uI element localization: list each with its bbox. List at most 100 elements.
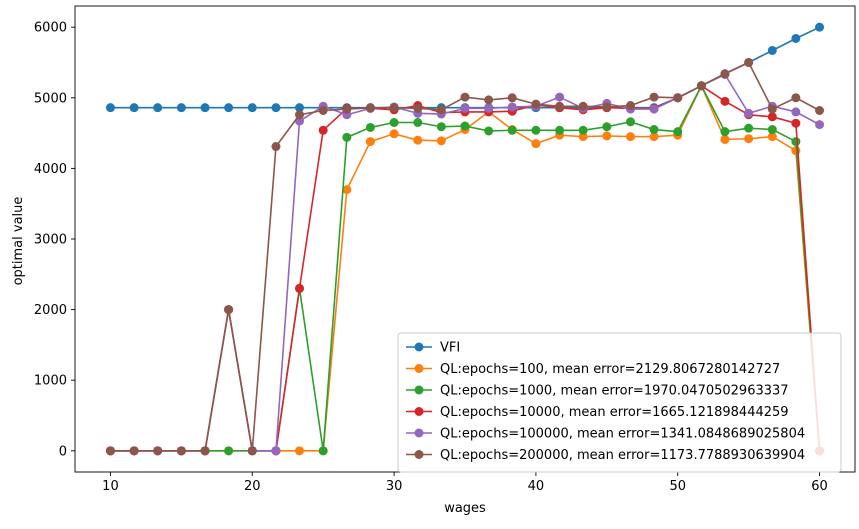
- data-point: [247, 103, 257, 113]
- data-point: [578, 101, 588, 111]
- data-point: [791, 118, 801, 128]
- data-point: [484, 95, 494, 105]
- data-point: [153, 446, 163, 456]
- data-point: [342, 132, 352, 142]
- data-point: [365, 122, 375, 132]
- legend-label: QL:epochs=100000, mean error=1341.084868…: [440, 427, 805, 442]
- data-point: [365, 103, 375, 113]
- data-point: [673, 127, 683, 137]
- data-point: [555, 125, 565, 135]
- y-tick-label: 4000: [34, 162, 67, 177]
- data-point: [389, 103, 399, 113]
- data-point: [791, 33, 801, 43]
- y-axis-label: optimal value: [11, 197, 26, 286]
- data-point: [484, 126, 494, 136]
- data-point: [318, 125, 328, 135]
- data-point: [696, 81, 706, 91]
- data-point: [460, 103, 470, 113]
- data-point: [271, 103, 281, 113]
- x-tick-label: 10: [102, 479, 119, 494]
- x-tick-label: 60: [811, 479, 828, 494]
- data-point: [649, 104, 659, 114]
- data-point: [815, 105, 825, 115]
- data-point: [555, 101, 565, 111]
- data-point: [744, 108, 754, 118]
- data-point: [744, 57, 754, 67]
- data-point: [602, 131, 612, 141]
- legend-marker: [414, 450, 424, 459]
- data-point: [484, 103, 494, 113]
- data-point: [626, 101, 636, 111]
- data-point: [531, 99, 541, 109]
- data-point: [389, 129, 399, 139]
- axis-ticks: 10 20 30 40 50 60 0 1000 2000 3000 4000 5000 6000: [34, 21, 828, 494]
- data-point: [507, 125, 517, 135]
- data-point: [365, 137, 375, 147]
- data-point: [436, 105, 446, 115]
- data-point: [626, 117, 636, 127]
- data-point: [744, 134, 754, 144]
- data-point: [460, 121, 470, 131]
- data-point: [436, 136, 446, 146]
- legend-label: QL:epochs=200000, mean error=1173.778893…: [440, 448, 805, 463]
- data-point: [744, 123, 754, 133]
- data-point: [531, 139, 541, 149]
- data-point: [389, 118, 399, 127]
- data-point: [578, 125, 588, 135]
- data-point: [436, 122, 446, 132]
- data-point: [649, 125, 659, 135]
- x-tick-label: 40: [528, 479, 545, 494]
- data-point: [720, 127, 730, 137]
- data-point: [176, 103, 186, 113]
- legend-marker: [414, 364, 424, 373]
- data-point: [294, 103, 304, 113]
- data-point: [720, 134, 730, 144]
- data-point: [413, 118, 423, 127]
- data-point: [649, 132, 659, 142]
- data-point: [271, 446, 281, 456]
- legend-label: QL:epochs=1000, mean error=1970.04705029…: [440, 384, 789, 399]
- x-tick-label: 20: [244, 479, 261, 494]
- y-tick-label: 1000: [34, 374, 67, 389]
- data-series: [105, 22, 825, 456]
- legend-label: QL:epochs=100, mean error=2129.806728014…: [440, 362, 780, 377]
- data-point: [224, 103, 234, 113]
- y-tick-label: 0: [59, 444, 67, 459]
- data-point: [294, 283, 304, 293]
- data-point: [767, 125, 777, 135]
- data-point: [318, 105, 328, 115]
- data-point: [673, 93, 683, 103]
- data-point: [271, 142, 281, 152]
- data-point: [247, 446, 257, 456]
- series-5: [105, 57, 825, 456]
- y-tick-label: 2000: [34, 303, 67, 318]
- y-tick-label: 5000: [34, 91, 67, 106]
- data-point: [602, 102, 612, 112]
- data-point: [791, 107, 801, 117]
- x-tick-label: 50: [669, 479, 686, 494]
- data-point: [294, 446, 304, 456]
- data-point: [720, 96, 730, 106]
- data-point: [413, 103, 423, 113]
- data-point: [815, 120, 825, 130]
- data-point: [626, 132, 636, 142]
- data-point: [200, 103, 210, 113]
- data-point: [153, 103, 163, 113]
- x-axis-label: wages: [444, 501, 486, 516]
- data-point: [200, 446, 210, 456]
- data-point: [767, 45, 777, 55]
- data-point: [815, 22, 825, 32]
- data-point: [507, 102, 517, 112]
- x-tick-label: 30: [386, 479, 403, 494]
- legend-marker: [414, 342, 424, 352]
- data-point: [342, 185, 352, 195]
- data-point: [531, 125, 541, 135]
- data-point: [224, 446, 234, 456]
- data-point: [578, 132, 588, 142]
- legend-marker: [414, 385, 424, 395]
- data-point: [767, 132, 777, 142]
- data-point: [460, 92, 470, 102]
- data-point: [555, 92, 565, 102]
